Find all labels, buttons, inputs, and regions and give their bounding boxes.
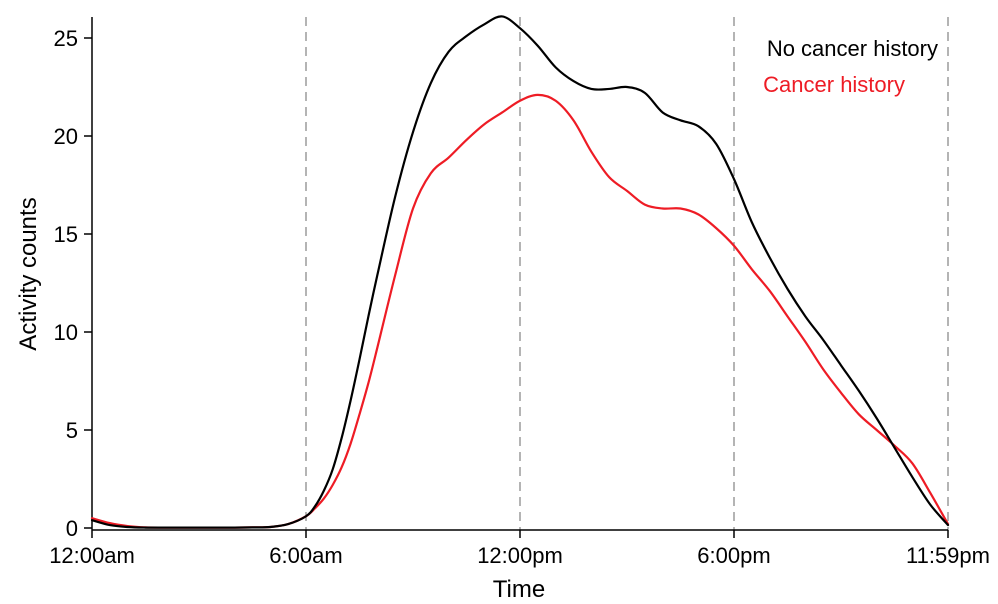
x-axis-ticks: 12:00am 6:00am 12:00pm 6:00pm 11:59pm: [49, 530, 990, 568]
y-tick-label: 0: [66, 516, 78, 541]
y-axis-title: Activity counts: [15, 197, 42, 350]
y-tick-label: 25: [54, 26, 78, 51]
x-tick-label: 12:00pm: [477, 543, 563, 568]
series-line-no-cancer-history: [90, 15, 950, 529]
y-tick-label: 15: [54, 222, 78, 247]
x-tick-label: 12:00am: [49, 543, 135, 568]
y-tick-label: 10: [54, 320, 78, 345]
vertical-reference-lines: [305, 17, 949, 530]
x-tick-label: 6:00am: [269, 543, 342, 568]
legend-item-no-cancer-history: No cancer history: [767, 36, 938, 61]
y-axis-ticks: 0 5 10 15 20 25: [54, 26, 92, 541]
x-axis-title: Time: [493, 576, 545, 603]
series-lines: [90, 15, 950, 529]
legend: No cancer history Cancer history: [763, 36, 938, 97]
x-tick-label: 11:59pm: [906, 543, 990, 568]
y-tick-label: 20: [54, 124, 78, 149]
y-tick-label: 5: [66, 418, 78, 443]
legend-item-cancer-history: Cancer history: [763, 72, 905, 97]
x-tick-label: 6:00pm: [697, 543, 770, 568]
